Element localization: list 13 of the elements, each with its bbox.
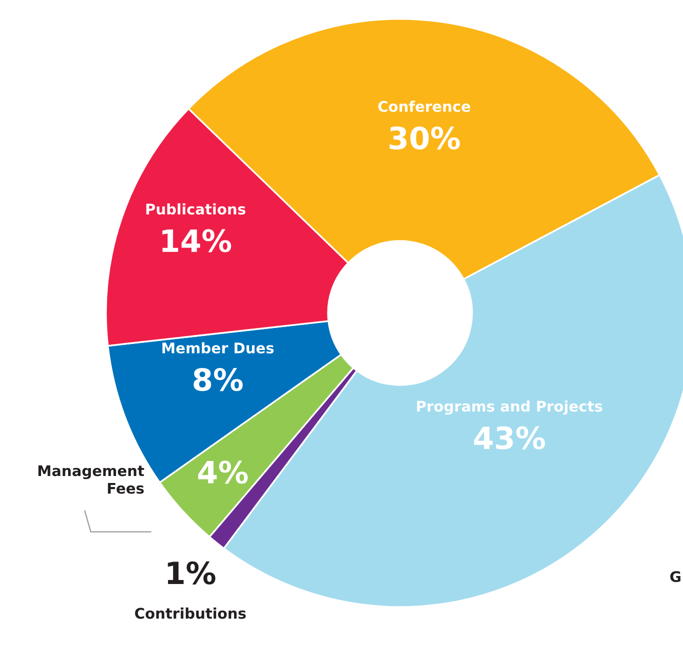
slice-label: Publications	[146, 203, 246, 215]
slice-label: Programs and Projects	[417, 400, 602, 415]
slice-label: Member Dues	[162, 342, 274, 354]
slice-label: Conference	[378, 100, 470, 112]
data-label: 8%	[194, 368, 243, 392]
data-label: 14%	[162, 229, 232, 252]
data-label: 43%	[474, 426, 545, 450]
data-label: 30%	[390, 126, 460, 150]
slice-label: Management Fees	[38, 465, 144, 494]
slice-label: Contributions	[135, 608, 246, 619]
text: G	[670, 571, 680, 582]
data-label: 1%	[168, 561, 216, 584]
data-label: 4%	[198, 460, 248, 484]
